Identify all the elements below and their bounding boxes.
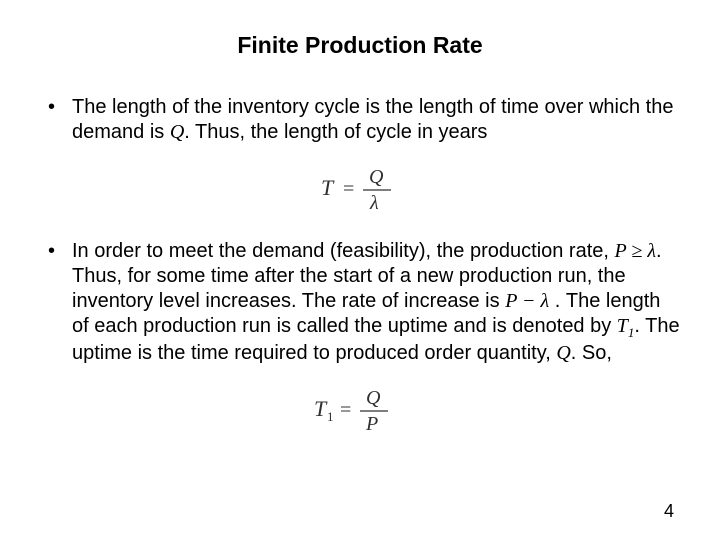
formula1-num: Q bbox=[369, 166, 384, 188]
formula1-den: λ bbox=[369, 192, 379, 214]
formula1-lhs: T bbox=[321, 175, 335, 200]
symbol-Q2: Q bbox=[556, 342, 570, 364]
formula-uptime: T 1 = Q P bbox=[40, 386, 680, 436]
formula2-lhs: T bbox=[314, 396, 328, 421]
symbol-T1-T: T bbox=[617, 315, 628, 337]
equals-sign: = bbox=[343, 178, 354, 200]
bullet-item-2: In order to meet the demand (feasibility… bbox=[40, 239, 680, 366]
symbol-Q: Q bbox=[170, 121, 184, 143]
slide-title: Finite Production Rate bbox=[40, 32, 680, 59]
slide: Finite Production Rate The length of the… bbox=[0, 0, 720, 540]
equation-T1-eq-Q-over-P: T 1 = Q P bbox=[310, 386, 410, 436]
formula2-num: Q bbox=[366, 387, 381, 409]
equals-sign-2: = bbox=[340, 399, 351, 421]
bullet-item-1: The length of the inventory cycle is the… bbox=[40, 95, 680, 145]
bullet1-text-mid: . Thus, the length of cycle in years bbox=[184, 121, 487, 143]
bullet-list: The length of the inventory cycle is the… bbox=[40, 95, 680, 145]
formula-cycle-length: T = Q λ bbox=[40, 165, 680, 215]
equation-T-eq-Q-over-lambda: T = Q λ bbox=[315, 165, 405, 215]
formula2-den: P bbox=[365, 413, 378, 435]
bullet-list-2: In order to meet the demand (feasibility… bbox=[40, 239, 680, 366]
symbol-T1: T1 bbox=[617, 315, 635, 337]
bullet2-text-pre: In order to meet the demand (feasibility… bbox=[72, 240, 615, 262]
symbol-P-minus-lambda: P − λ bbox=[505, 290, 549, 312]
page-number: 4 bbox=[664, 501, 674, 522]
symbol-P-ge-lambda: P ≥ λ bbox=[615, 240, 657, 262]
formula2-lhs-sub: 1 bbox=[327, 409, 334, 424]
bullet2-text-mid4: . So, bbox=[571, 342, 612, 364]
